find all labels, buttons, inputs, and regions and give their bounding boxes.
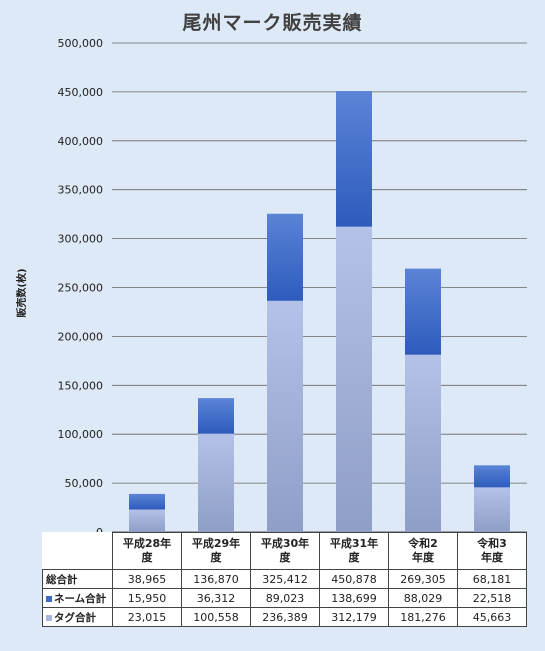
- data-table: 平成28年度 平成29年度 平成30年度 平成31年度 令和2 年度 令和3 年度 …: [42, 532, 527, 627]
- y-tick-label: 450,000: [58, 86, 104, 99]
- bar-tag-total: [198, 433, 234, 532]
- y-tick-label: 300,000: [58, 233, 104, 246]
- bar-tag-total: [336, 226, 372, 532]
- table-category-header: 令和3 年度: [457, 532, 527, 570]
- table-cell: 15,950: [112, 588, 182, 608]
- table-cell: 23,015: [112, 607, 182, 627]
- table-header-row: 平成28年度 平成29年度 平成30年度 平成31年度 令和2 年度 令和3 年度: [42, 532, 527, 570]
- table-cell: 325,412: [250, 569, 320, 589]
- table-cell: 88,029: [388, 588, 458, 608]
- table-category-header: 平成30年度: [250, 532, 320, 570]
- table-category-header: 令和2 年度: [388, 532, 458, 570]
- table-cell: 269,305: [388, 569, 458, 589]
- bar-tag-total: [474, 487, 510, 532]
- y-tick-labels: 050,000100,000150,000200,000250,000300,0…: [58, 37, 104, 539]
- bar-name-total: [129, 493, 165, 510]
- table-cell: 450,878: [319, 569, 389, 589]
- table-cell: 138,699: [319, 588, 389, 608]
- table-category-header: 平成29年度: [181, 532, 251, 570]
- legend-key-name: [46, 595, 52, 602]
- table-row-total: 総合計 38,965 136,870 325,412 450,878 269,3…: [42, 569, 527, 589]
- table-cell: 100,558: [181, 607, 251, 627]
- bar-tag-total: [405, 354, 441, 532]
- bar-tag-total: [267, 300, 303, 532]
- table-cell: 68,181: [457, 569, 527, 589]
- bar-name-total: [474, 465, 510, 488]
- table-cell: 36,312: [181, 588, 251, 608]
- grid-layer: [112, 42, 527, 533]
- table-cell: 45,663: [457, 607, 527, 627]
- bar-tag-total: [129, 509, 165, 532]
- table-row-tag: タグ合計 23,015 100,558 236,389 312,179 181,…: [42, 607, 527, 627]
- chart-title: 尾州マーク販売実績: [182, 12, 363, 34]
- y-tick-label: 150,000: [58, 379, 104, 392]
- table-cell: 22,518: [457, 588, 527, 608]
- table-cell: 136,870: [181, 569, 251, 589]
- y-tick-label: 50,000: [65, 477, 104, 490]
- table-cell: 181,276: [388, 607, 458, 627]
- y-tick-label: 400,000: [58, 135, 104, 148]
- table-row-label-tag: タグ合計: [42, 607, 113, 627]
- y-tick-label: 350,000: [58, 184, 104, 197]
- y-tick-label: 100,000: [58, 428, 104, 441]
- table-cell: 236,389: [250, 607, 320, 627]
- bar-name-total: [405, 268, 441, 355]
- y-tick-label: 250,000: [58, 282, 104, 295]
- bar-name-total: [267, 213, 303, 301]
- table-corner: [42, 532, 113, 570]
- table-row-label-total: 総合計: [42, 569, 113, 589]
- y-tick-label: 500,000: [58, 37, 104, 50]
- bar-layer: [129, 91, 510, 532]
- table-cell: 89,023: [250, 588, 320, 608]
- table-row-label-name: ネーム合計: [42, 588, 113, 608]
- table-category-header: 平成28年度: [112, 532, 182, 570]
- y-tick-label: 200,000: [58, 330, 104, 343]
- table-category-header: 平成31年度: [319, 532, 389, 570]
- table-cell: 38,965: [112, 569, 182, 589]
- table-row-name: ネーム合計 15,950 36,312 89,023 138,699 88,02…: [42, 588, 527, 608]
- bar-name-total: [198, 398, 234, 434]
- legend-key-tag: [46, 614, 52, 621]
- bar-name-total: [336, 91, 372, 227]
- table-cell: 312,179: [319, 607, 389, 627]
